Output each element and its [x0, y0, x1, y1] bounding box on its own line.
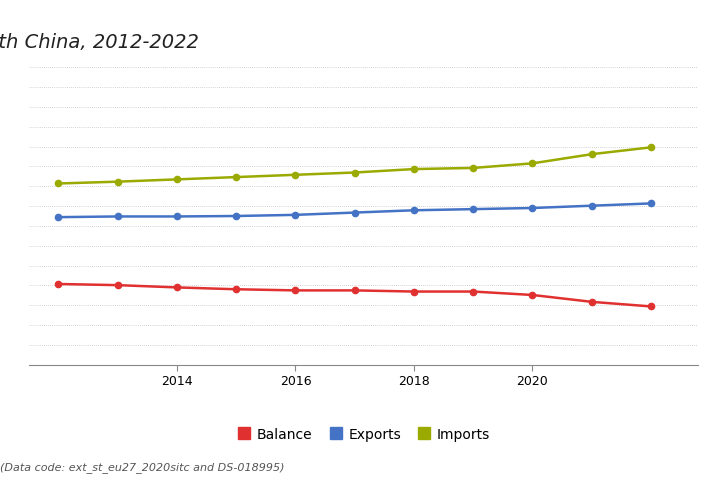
- Text: ith China, 2012-2022: ith China, 2012-2022: [0, 33, 199, 52]
- Legend: Balance, Exports, Imports: Balance, Exports, Imports: [231, 422, 496, 447]
- Text: (Data code: ext_st_eu27_2020sitc and DS-018995): (Data code: ext_st_eu27_2020sitc and DS-…: [0, 462, 284, 473]
